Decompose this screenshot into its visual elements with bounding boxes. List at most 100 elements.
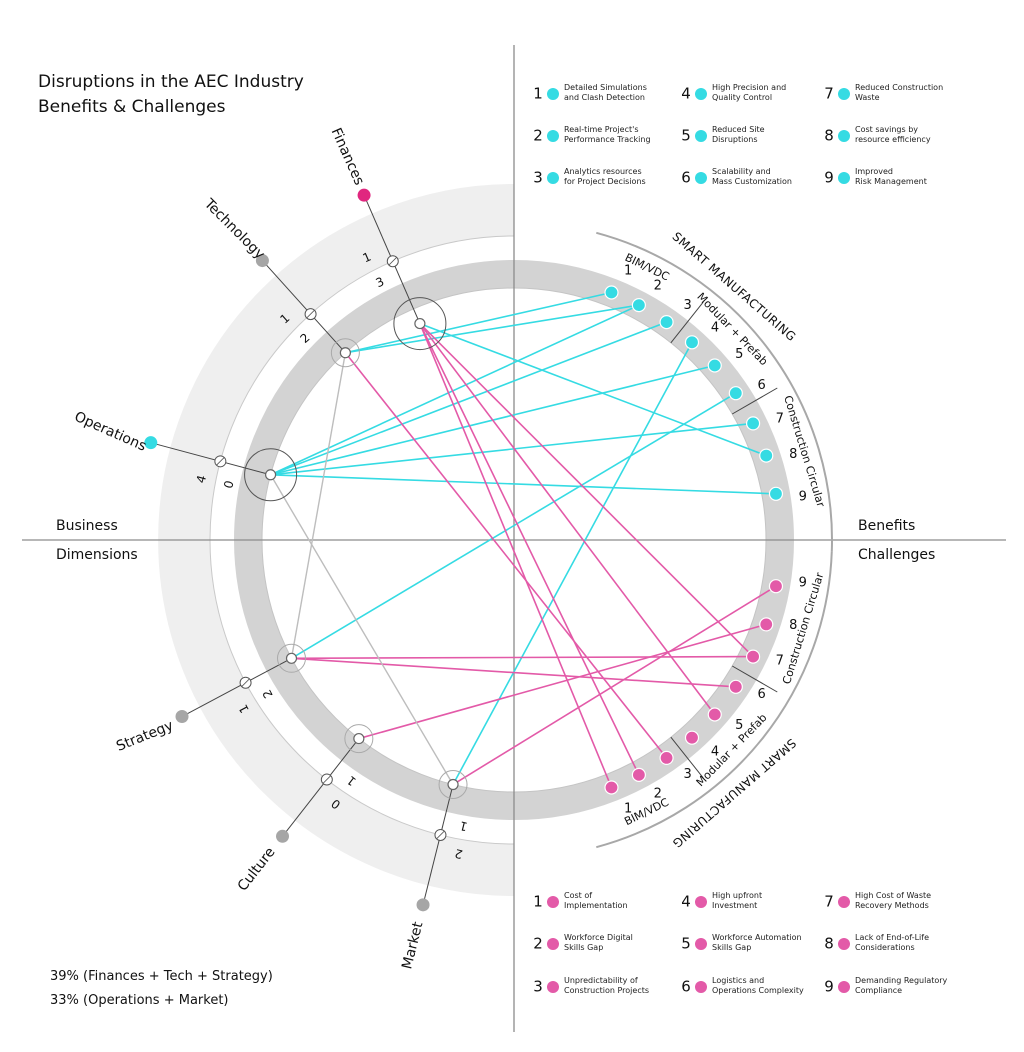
- challenge-legend-dot-4: [695, 896, 707, 908]
- challenge-slot-num-2: 2: [654, 787, 662, 802]
- dimension-dot-operations: [144, 436, 158, 450]
- dimension-dot-strategy: [175, 710, 189, 724]
- score-lower-strategy: 2: [260, 687, 276, 700]
- benefit-legend-text-3-b: for Project Decisions: [564, 177, 646, 186]
- benefit-legend-dot-5: [695, 130, 707, 142]
- benefit-slot-4: [684, 335, 700, 350]
- challenge-legend-num-8: 8: [824, 935, 834, 953]
- hub-ring-operations: [244, 448, 298, 502]
- challenge-legend-num-5: 5: [681, 935, 691, 953]
- challenge-legend-dot-9: [838, 981, 850, 993]
- benefit-slot-5: [707, 358, 722, 373]
- spoke-strategy: [181, 657, 292, 717]
- hub-dot-technology: [339, 347, 351, 359]
- challenge-legend-dot-6: [695, 981, 707, 993]
- challenge-group-arc: [596, 551, 833, 849]
- benefit-slot-8: [759, 448, 774, 463]
- benefit-link-8: [270, 473, 776, 495]
- connection-lines: [269, 291, 777, 788]
- benefit-legend-num-6: 6: [681, 169, 691, 187]
- score-lower-market: 1: [458, 818, 469, 833]
- benefit-slot-9: [768, 486, 784, 501]
- benefit-legend-text-9-b: Risk Management: [855, 177, 927, 186]
- challenge-slot-6: [728, 679, 743, 694]
- benefit-slot-7: [745, 416, 761, 431]
- challenge-legend-num-6: 6: [681, 978, 691, 996]
- score-marker-cross-market: [436, 830, 445, 840]
- benefit-slot-num-7: 7: [776, 411, 784, 426]
- challenge-legend-text-2-a: Workforce Digital: [564, 933, 633, 942]
- benefit-legend-num-7: 7: [824, 85, 834, 103]
- benefit-legend-text-7-a: Reduced Construction: [855, 83, 943, 92]
- benefit-slot-num-4: 4: [711, 321, 719, 336]
- benefit-legend-text-8-b: resource efficiency: [855, 135, 931, 144]
- challenge-slot-num-4: 4: [711, 744, 719, 759]
- label-business: Business: [56, 518, 118, 534]
- label-challenges: Challenges: [858, 547, 935, 563]
- challenge-legend-dot-8: [838, 938, 850, 950]
- benefit-legend-text-1-a: Detailed Simulations: [564, 83, 647, 92]
- benefit-legend-num-3: 3: [533, 169, 543, 187]
- benefit-link-2: [345, 304, 640, 354]
- challenge-legend-text-8-b: Considerations: [855, 943, 915, 952]
- challenge-legend-text-8-a: Lack of End-of-Life: [855, 933, 929, 942]
- challenge-legend-num-1: 1: [533, 893, 543, 911]
- benefit-legend-dot-6: [695, 172, 707, 184]
- challenge-slot-num-1: 1: [624, 801, 632, 816]
- challenge-slot-4: [684, 730, 700, 745]
- dimension-label-technology: Technology: [200, 195, 267, 262]
- challenge-slot-2: [631, 767, 646, 782]
- challenge-legend-text-6-b: Operations Complexity: [712, 986, 804, 995]
- challenge-legend-dot-2: [547, 938, 559, 950]
- benefit-link-1: [345, 291, 612, 354]
- benefit-legend-text-6-b: Mass Customization: [712, 177, 792, 186]
- benefit-legend-dot-9: [838, 172, 850, 184]
- benefit-link-9: [291, 392, 737, 659]
- challenge-slot-num-7: 7: [776, 654, 784, 669]
- challenge-legend-num-2: 2: [533, 935, 543, 953]
- hub-ring-culture: [344, 724, 374, 754]
- benefit-slot-num-5: 5: [735, 347, 743, 362]
- neutral-link-1: [290, 352, 347, 659]
- challenge-legend-text-6-a: Logistics and: [712, 976, 764, 985]
- benefit-legend-dot-7: [838, 88, 850, 100]
- benefit-legend-num-1: 1: [533, 85, 543, 103]
- dimension-dot-technology: [255, 254, 269, 268]
- challenge-legend-num-4: 4: [681, 893, 691, 911]
- outcome-slots: 1 2 3 4 5 6 7 8 9 1 2 3 4 5 6 7 8 9: [604, 264, 807, 816]
- benefit-legend-text-5-b: Disruptions: [712, 135, 757, 144]
- challenge-legend-dot-7: [838, 896, 850, 908]
- challenge-legend-dot-5: [695, 938, 707, 950]
- footer-line-1: 39% (Finances + Tech + Strategy): [50, 969, 273, 984]
- challenge-legend-text-4-b: Investment: [712, 901, 757, 910]
- benefit-legend-num-2: 2: [533, 127, 543, 145]
- challenge-slot-num-6: 6: [757, 687, 765, 702]
- score-lower-operations: 0: [221, 479, 237, 490]
- challenge-legend-text-3-a: Unpredictability of: [564, 976, 638, 985]
- benefit-divider-2: [731, 387, 778, 415]
- benefit-legend-num-5: 5: [681, 127, 691, 145]
- challenge-divider-2: [731, 665, 778, 693]
- benefit-link-4: [270, 304, 640, 476]
- benefit-legend-num-8: 8: [824, 127, 834, 145]
- challenge-slot-8: [759, 617, 774, 632]
- axes: [22, 45, 1006, 1032]
- hub-dot-finances: [414, 317, 426, 330]
- spoke-operations: [150, 442, 271, 476]
- challenge-link-8: [358, 623, 767, 740]
- dimension-label-culture: Culture: [235, 844, 279, 894]
- challenge-slot-9: [768, 579, 784, 594]
- benefit-slot-2: [631, 298, 646, 313]
- benefit-slot-num-3: 3: [684, 298, 692, 313]
- challenge-slot-num-9: 9: [799, 576, 807, 591]
- benefit-legend-text-6-a: Scalability and: [712, 167, 771, 176]
- hub-dot-culture: [353, 732, 365, 745]
- hub-ring-finances: [393, 297, 447, 351]
- benefit-legend-num-9: 9: [824, 169, 834, 187]
- challenge-slot-num-8: 8: [789, 618, 797, 633]
- benefit-divider-1: [670, 301, 704, 344]
- spoke-technology: [262, 260, 346, 354]
- score-marker-cross-operations: [216, 457, 225, 466]
- benefit-link-5: [270, 321, 667, 476]
